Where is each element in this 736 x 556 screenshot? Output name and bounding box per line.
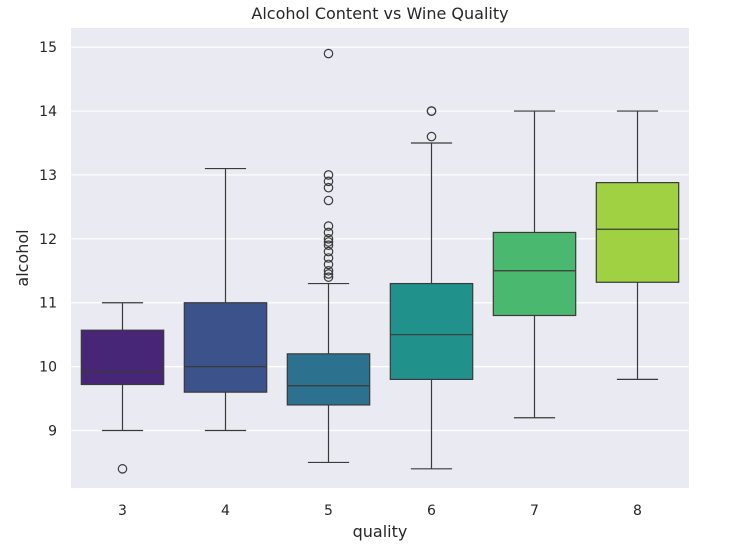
x-tick-label: 4	[221, 503, 230, 519]
outlier-point	[426, 106, 437, 116]
box-group	[80, 302, 165, 474]
outlier-point	[323, 265, 334, 276]
y-axis-label: alcohol	[13, 229, 32, 286]
outlier-point	[117, 464, 128, 474]
outlier-point	[323, 246, 334, 257]
box-group	[286, 48, 371, 464]
outlier-point	[323, 170, 334, 180]
x-tick-label: 8	[633, 503, 642, 519]
iqr-box	[286, 353, 371, 406]
x-tick-label: 3	[118, 503, 127, 519]
y-tick-label: 14	[39, 104, 57, 120]
outlier-point	[323, 176, 334, 187]
gridlines	[71, 46, 689, 432]
outlier-point	[323, 272, 334, 282]
x-tick-label: 7	[530, 503, 539, 519]
outlier-point	[323, 253, 334, 263]
outlier-point	[323, 227, 334, 238]
chart-title: Alcohol Content vs Wine Quality	[251, 4, 508, 23]
x-tick-label: 6	[427, 503, 436, 519]
x-axis-label: quality	[353, 522, 408, 541]
outlier-point	[426, 131, 437, 142]
y-tick-label: 15	[39, 40, 57, 56]
box-group	[183, 167, 268, 432]
box-group	[595, 110, 680, 380]
outlier-point	[323, 48, 334, 59]
outlier-point	[323, 237, 334, 247]
iqr-box	[389, 282, 474, 380]
iqr-box	[492, 231, 577, 317]
x-tick-labels: 3 4 5 6 7 8	[118, 503, 642, 519]
iqr-box	[183, 302, 268, 393]
boxes	[80, 48, 680, 474]
outlier-point	[323, 259, 334, 270]
y-tick-label: 9	[48, 424, 57, 440]
iqr-box	[80, 329, 165, 386]
outlier-point	[323, 234, 334, 244]
box-group	[492, 110, 577, 419]
outlier-point	[323, 221, 334, 231]
outlier-point	[323, 240, 334, 251]
y-tick-label: 12	[39, 232, 57, 248]
box-group	[389, 106, 474, 470]
x-tick-label: 5	[324, 503, 333, 519]
iqr-box	[595, 182, 680, 283]
y-tick-label: 11	[39, 296, 57, 312]
y-tick-label: 13	[39, 168, 57, 184]
outlier-point	[323, 269, 334, 279]
outlier-point	[323, 195, 334, 206]
plot-area	[71, 28, 689, 488]
y-tick-label: 10	[39, 360, 57, 376]
y-tick-labels: 9 10 11 12 13 14 15	[39, 40, 57, 439]
outlier-point	[323, 182, 334, 193]
